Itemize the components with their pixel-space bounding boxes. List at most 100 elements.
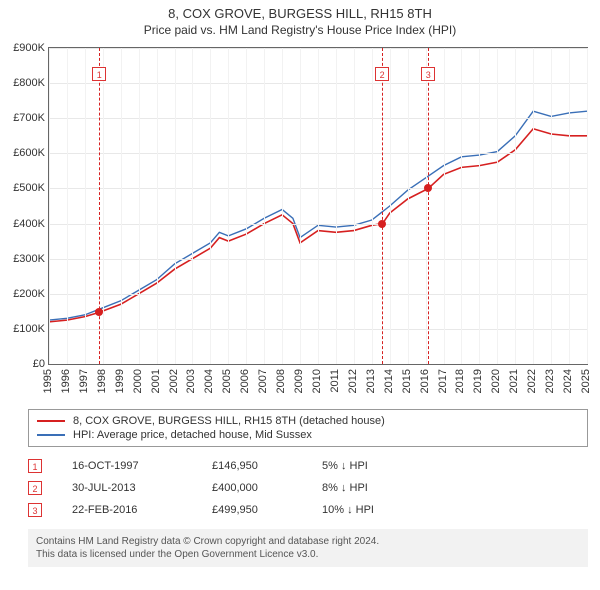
gridline-vertical: [85, 48, 86, 364]
gridline-vertical: [300, 48, 301, 364]
event-table-row: 2 30-JUL-2013 £400,000 8% ↓ HPI: [28, 477, 588, 499]
x-axis-label: 2017: [437, 369, 449, 393]
gridline-vertical: [587, 48, 588, 364]
gridline-vertical: [175, 48, 176, 364]
legend-swatch: [37, 420, 65, 422]
x-axis-label: 2019: [472, 369, 484, 393]
event-line: [382, 48, 383, 364]
x-axis-label: 2002: [168, 369, 180, 393]
event-dot: [424, 184, 432, 192]
y-axis-label: £700K: [3, 112, 45, 124]
gridline-vertical: [246, 48, 247, 364]
event-line: [99, 48, 100, 364]
gridline-vertical: [390, 48, 391, 364]
gridline-vertical: [372, 48, 373, 364]
x-axis-label: 2006: [239, 369, 251, 393]
event-price: £146,950: [212, 460, 292, 472]
x-axis-label: 2020: [490, 369, 502, 393]
x-axis-label: 2018: [454, 369, 466, 393]
x-axis-label: 2011: [329, 369, 341, 393]
legend-item: HPI: Average price, detached house, Mid …: [37, 428, 579, 442]
event-table-row: 116-OCT-1997£146,9505% ↓ HPI: [28, 455, 588, 477]
x-axis-label: 2024: [562, 369, 574, 393]
x-axis-label: 2013: [365, 369, 377, 393]
x-axis-label: 2008: [275, 369, 287, 393]
x-axis-label: 2009: [293, 369, 305, 393]
legend: 8, COX GROVE, BURGESS HILL, RH15 8TH (de…: [28, 409, 588, 447]
event-marker: 3: [28, 503, 42, 517]
gridline-vertical: [139, 48, 140, 364]
event-price: £400,000: [212, 482, 292, 494]
footer-attribution: Contains HM Land Registry data © Crown c…: [28, 529, 588, 567]
event-marker: 3: [421, 67, 435, 81]
y-axis-label: £0: [3, 358, 45, 370]
y-axis-label: £600K: [3, 147, 45, 159]
x-axis-label: 2022: [526, 369, 538, 393]
event-dot: [378, 220, 386, 228]
y-axis-label: £100K: [3, 323, 45, 335]
event-line: [428, 48, 429, 364]
x-axis-label: 2012: [347, 369, 359, 393]
gridline-vertical: [426, 48, 427, 364]
x-axis-label: 2021: [508, 369, 520, 393]
footer-line: This data is licensed under the Open Gov…: [36, 548, 580, 561]
legend-item: 8, COX GROVE, BURGESS HILL, RH15 8TH (de…: [37, 414, 579, 428]
gridline-vertical: [157, 48, 158, 364]
gridline-vertical: [354, 48, 355, 364]
event-table-row: 322-FEB-2016£499,95010% ↓ HPI: [28, 499, 588, 521]
gridline-vertical: [569, 48, 570, 364]
x-axis: 1995199619971998199920002001200220032004…: [48, 365, 588, 405]
chart-plot-area: £0£100K£200K£300K£400K£500K£600K£700K£80…: [48, 47, 588, 365]
x-axis-label: 2015: [401, 369, 413, 393]
gridline-vertical: [103, 48, 104, 364]
gridline-vertical: [408, 48, 409, 364]
event-marker: 1: [92, 67, 106, 81]
event-diff: 8% ↓ HPI: [322, 482, 412, 494]
event-date: 22-FEB-2016: [72, 504, 182, 516]
gridline-vertical: [67, 48, 68, 364]
gridline-vertical: [318, 48, 319, 364]
gridline-vertical: [479, 48, 480, 364]
x-axis-label: 2007: [257, 369, 269, 393]
x-axis-label: 1996: [60, 369, 72, 393]
x-axis-label: 2003: [185, 369, 197, 393]
y-axis-label: £200K: [3, 288, 45, 300]
event-dot: [95, 308, 103, 316]
chart-subtitle: Price paid vs. HM Land Registry's House …: [0, 23, 600, 37]
y-axis-label: £900K: [3, 42, 45, 54]
legend-label: 8, COX GROVE, BURGESS HILL, RH15 8TH (de…: [73, 415, 385, 427]
event-price: £499,950: [212, 504, 292, 516]
event-marker: 2: [375, 67, 389, 81]
gridline-vertical: [551, 48, 552, 364]
y-axis-label: £800K: [3, 77, 45, 89]
event-marker: 2: [28, 481, 42, 495]
event-date: 30-JUL-2013: [72, 482, 182, 494]
event-marker: 1: [28, 459, 42, 473]
x-axis-label: 2023: [544, 369, 556, 393]
x-axis-label: 2014: [383, 369, 395, 393]
y-axis-label: £300K: [3, 253, 45, 265]
y-axis-label: £500K: [3, 182, 45, 194]
title-block: 8, COX GROVE, BURGESS HILL, RH15 8TH Pri…: [0, 0, 600, 39]
x-axis-label: 2010: [311, 369, 323, 393]
gridline-vertical: [210, 48, 211, 364]
gridline-vertical: [121, 48, 122, 364]
x-axis-label: 2025: [580, 369, 592, 393]
legend-label: HPI: Average price, detached house, Mid …: [73, 429, 312, 441]
x-axis-label: 1999: [114, 369, 126, 393]
gridline-vertical: [282, 48, 283, 364]
footer-line: Contains HM Land Registry data © Crown c…: [36, 535, 580, 548]
gridline-vertical: [461, 48, 462, 364]
x-axis-label: 2000: [132, 369, 144, 393]
gridline-vertical: [228, 48, 229, 364]
x-axis-label: 1995: [42, 369, 54, 393]
gridline-vertical: [49, 48, 50, 364]
x-axis-label: 1998: [96, 369, 108, 393]
gridline-vertical: [533, 48, 534, 364]
event-diff: 5% ↓ HPI: [322, 460, 412, 472]
x-axis-label: 1997: [78, 369, 90, 393]
x-axis-label: 2004: [203, 369, 215, 393]
x-axis-label: 2001: [150, 369, 162, 393]
gridline-vertical: [336, 48, 337, 364]
gridline-vertical: [444, 48, 445, 364]
